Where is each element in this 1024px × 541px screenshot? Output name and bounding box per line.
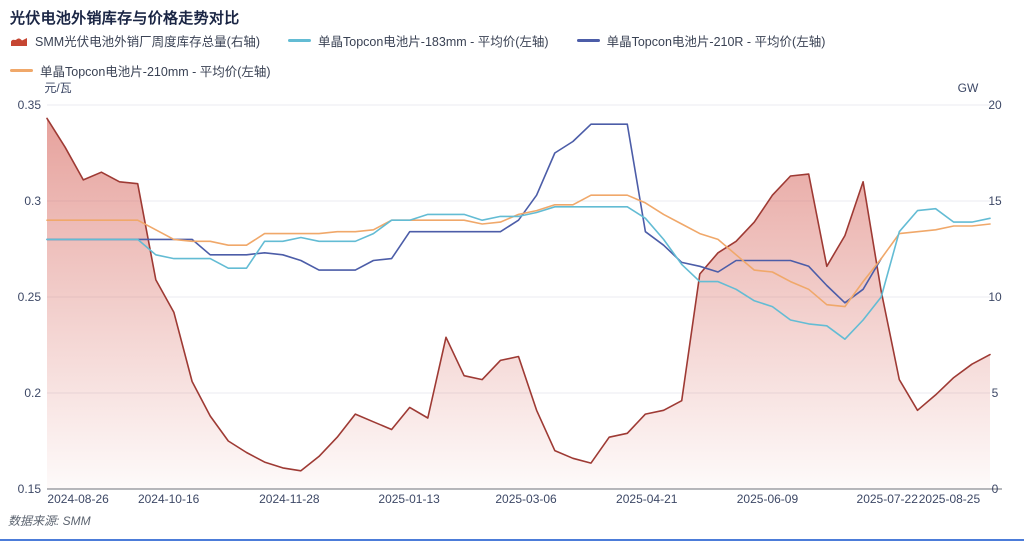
axis-unit-labels: 元/瓦 GW [44,81,979,95]
svg-text:0: 0 [992,482,999,496]
series-area-inventory [46,117,991,490]
svg-text:0.35: 0.35 [18,98,42,112]
svg-text:0.15: 0.15 [18,482,42,496]
chart-title: 光伏电池外销库存与价格走势对比 [10,10,240,27]
svg-text:0.2: 0.2 [24,386,41,400]
y-axis-right-labels: 20 15 10 5 0 [988,98,1002,496]
legend-item-label: SMM光伏电池外销厂周度库存总量(右轴) [35,35,260,49]
svg-text:2025-03-06: 2025-03-06 [495,492,557,506]
line-series-icon [10,69,33,72]
legend-item-0[interactable]: SMM光伏电池外销厂周度库存总量(右轴) [10,31,260,50]
right-axis-unit: GW [958,81,979,95]
line-series-icon [576,39,600,42]
legend-item-2[interactable]: 单晶Topcon电池片-210R - 平均价(左轴) [576,31,826,50]
svg-text:2024-10-16: 2024-10-16 [138,492,200,506]
svg-text:2025-07-22: 2025-07-22 [857,492,919,506]
svg-text:2024-08-26: 2024-08-26 [47,492,109,506]
area-series-icon [11,37,27,46]
legend-row-1: SMM光伏电池外销厂周度库存总量(右轴) 单晶Topcon电池片-183mm - … [10,31,850,50]
y-axis-left-labels: 0.35 0.3 0.25 0.2 0.15 [18,98,42,496]
svg-text:10: 10 [988,290,1002,304]
svg-text:20: 20 [988,98,1002,112]
legend-item-label: 单晶Topcon电池片-183mm - 平均价(左轴) [318,35,549,49]
svg-text:2025-04-21: 2025-04-21 [616,492,678,506]
legend-item-3[interactable]: 单晶Topcon电池片-210mm - 平均价(左轴) [10,61,271,80]
left-axis-unit: 元/瓦 [44,81,71,95]
legend-item-label: 单晶Topcon电池片-210mm - 平均价(左轴) [40,65,271,79]
legend: SMM光伏电池外销厂周度库存总量(右轴) 单晶Topcon电池片-183mm - … [10,31,850,91]
bottom-accent-bar [0,539,1024,541]
data-source: 数据来源: SMM [8,514,91,528]
legend-row-2: 单晶Topcon电池片-210mm - 平均价(左轴) [10,61,850,80]
svg-text:5: 5 [992,386,999,400]
svg-text:0.25: 0.25 [18,290,42,304]
legend-item-label: 单晶Topcon电池片-210R - 平均价(左轴) [606,35,826,49]
svg-text:2025-08-25: 2025-08-25 [919,492,981,506]
svg-text:2025-01-13: 2025-01-13 [378,492,440,506]
svg-text:0.3: 0.3 [24,194,41,208]
legend-item-1[interactable]: 单晶Topcon电池片-183mm - 平均价(左轴) [288,31,549,50]
svg-text:15: 15 [988,194,1002,208]
svg-text:2025-06-09: 2025-06-09 [737,492,799,506]
x-axis-labels: 2024-08-26 2024-10-16 2024-11-28 2025-01-13… [47,492,980,506]
series-line-3 [46,206,991,340]
line-series-icon [288,39,311,42]
svg-text:2024-11-28: 2024-11-28 [259,492,320,506]
series-line-2 [46,194,991,308]
